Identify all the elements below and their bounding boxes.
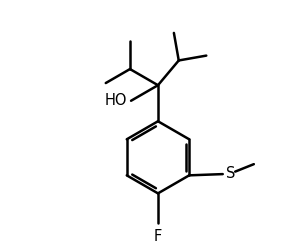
Text: F: F bbox=[154, 230, 162, 244]
Text: HO: HO bbox=[105, 93, 127, 108]
Text: S: S bbox=[226, 166, 235, 181]
